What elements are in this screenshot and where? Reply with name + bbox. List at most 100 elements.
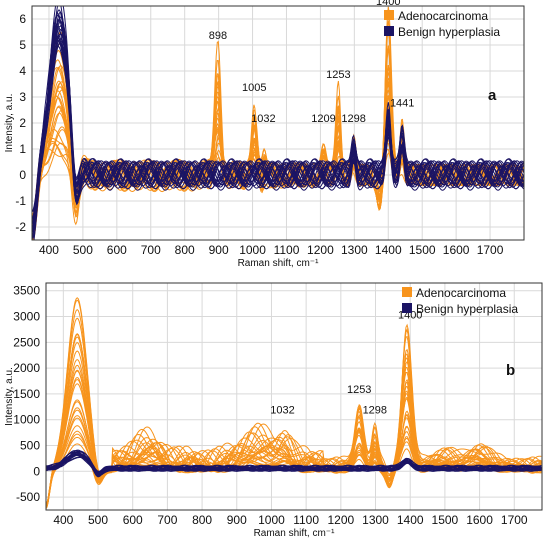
peak-label: 1209 — [311, 113, 335, 125]
panel-b-x-ticks: 400 500 600 700 800 900 1000 1100 1200 1300 1400 15… — [53, 513, 528, 527]
series-adenocarcinoma-line — [46, 376, 542, 509]
series-adenocarcinoma-line — [32, 45, 524, 227]
peak-label: 898 — [209, 30, 227, 42]
series-benign-hyperplasia-line — [46, 453, 542, 473]
series-benign-hyperplasia-line — [32, 11, 524, 224]
panel-a-annotations: 898 1005 1032 1209 1253 1298 1400 1441 — [209, 0, 415, 125]
peak-label: 1253 — [326, 69, 350, 81]
series-adenocarcinoma-line — [32, 30, 524, 223]
legend-label-adenocarcinoma: Adenocarcinoma — [398, 9, 488, 23]
x-tick-label: 700 — [157, 513, 177, 527]
x-tick-label: 1300 — [341, 243, 368, 257]
panel-b-legend: Adenocarcinoma Benign hyperplasia — [402, 286, 518, 316]
series-adenocarcinoma-line — [46, 297, 542, 507]
panel-b: 400 500 600 700 800 900 1000 1100 1200 1300 1400 15… — [4, 282, 543, 539]
panel-b-curves — [46, 297, 542, 509]
y-tick-label: 2500 — [13, 335, 40, 349]
series-benign-hyperplasia-line — [32, 19, 524, 223]
series-benign-hyperplasia-line — [46, 453, 542, 476]
series-adenocarcinoma-line — [46, 333, 542, 506]
x-tick-label: 800 — [175, 243, 195, 257]
x-tick-label: 1100 — [293, 513, 319, 527]
panel-a-frame — [31, 5, 525, 241]
series-adenocarcinoma-line — [32, 89, 524, 223]
panel-a-curves — [32, 6, 524, 240]
peak-label: 1400 — [376, 0, 400, 8]
panel-a-x-axis-label: Raman shift, cm⁻¹ — [238, 258, 320, 269]
series-adenocarcinoma-line — [46, 364, 542, 508]
legend-swatch-benign-hyperplasia — [402, 303, 412, 313]
x-tick-label: 1000 — [239, 243, 266, 257]
x-tick-label: 1600 — [443, 243, 470, 257]
x-tick-label: 1300 — [362, 513, 389, 527]
peak-label: 1298 — [341, 113, 365, 125]
legend-swatch-benign-hyperplasia — [384, 26, 394, 36]
series-benign-hyperplasia-line — [32, 33, 524, 239]
series-adenocarcinoma-line — [32, 49, 524, 216]
series-benign-hyperplasia-line — [32, 6, 524, 232]
series-adenocarcinoma-line — [32, 46, 524, 240]
y-tick-label: -2 — [15, 220, 26, 234]
series-benign-hyperplasia-line — [32, 25, 524, 237]
series-benign-hyperplasia-line — [32, 9, 524, 225]
series-adenocarcinoma-line — [32, 142, 524, 240]
y-tick-label: 0 — [33, 464, 40, 478]
panel-b-x-axis-label: Raman shift, cm⁻¹ — [254, 528, 336, 539]
series-benign-hyperplasia-line — [32, 28, 524, 225]
panel-b-y-axis-label: Intensity, a.u. — [4, 367, 15, 426]
series-benign-hyperplasia-line — [32, 39, 524, 228]
panel-a-y-axis-label: Intensity, a.u. — [4, 94, 15, 153]
x-tick-label: 400 — [39, 243, 59, 257]
series-adenocarcinoma-line — [46, 443, 542, 508]
x-tick-label: 400 — [53, 513, 73, 527]
x-tick-label: 1400 — [375, 243, 402, 257]
peak-label: 1032 — [251, 113, 275, 125]
series-adenocarcinoma-line — [32, 72, 524, 219]
x-tick-label: 500 — [73, 243, 93, 257]
y-tick-label: 500 — [20, 439, 40, 453]
y-tick-label: 2 — [19, 116, 26, 130]
series-adenocarcinoma-line — [32, 45, 524, 226]
x-tick-label: 800 — [192, 513, 212, 527]
x-tick-label: 1100 — [274, 243, 300, 257]
x-tick-label: 1200 — [327, 513, 354, 527]
series-benign-hyperplasia-line — [32, 20, 524, 221]
series-adenocarcinoma-line — [46, 378, 542, 507]
peak-label: 1298 — [363, 405, 387, 417]
x-tick-label: 1600 — [466, 513, 493, 527]
legend-label-adenocarcinoma: Adenocarcinoma — [416, 286, 506, 300]
y-tick-label: 3000 — [13, 310, 40, 324]
series-adenocarcinoma-line — [46, 299, 542, 507]
series-benign-hyperplasia-line — [46, 451, 542, 472]
x-tick-label: 600 — [123, 513, 143, 527]
panel-a-grid — [32, 6, 524, 240]
series-adenocarcinoma-line — [32, 96, 524, 225]
series-adenocarcinoma-line — [46, 308, 542, 508]
y-tick-label: 3500 — [13, 284, 40, 298]
series-benign-hyperplasia-line — [33, 20, 524, 240]
peak-label: 1005 — [242, 82, 266, 94]
series-adenocarcinoma-line — [32, 95, 524, 224]
series-adenocarcinoma-line — [32, 142, 524, 239]
legend-label-benign-hyperplasia: Benign hyperplasia — [398, 25, 500, 39]
series-adenocarcinoma-line — [46, 341, 542, 506]
panel-a-y-ticks: -2 -1 0 1 2 3 4 5 6 — [15, 12, 26, 234]
series-adenocarcinoma-line — [46, 333, 542, 509]
y-tick-label: 1500 — [13, 387, 40, 401]
x-tick-label: 600 — [107, 243, 127, 257]
y-tick-label: 2000 — [13, 361, 40, 375]
panel-a-letter: a — [488, 87, 497, 104]
peak-label: 1441 — [390, 98, 414, 110]
y-tick-label: 1 — [19, 142, 26, 156]
x-tick-label: 700 — [141, 243, 161, 257]
legend-swatch-adenocarcinoma — [402, 287, 412, 297]
y-tick-label: 4 — [19, 64, 26, 78]
x-tick-label: 1200 — [307, 243, 334, 257]
panel-a: 400 500 600 700 800 900 1000 1100 1200 1300 1400 15… — [4, 0, 525, 269]
x-tick-label: 1700 — [477, 243, 504, 257]
x-tick-label: 1400 — [397, 513, 424, 527]
panel-a-x-ticks: 400 500 600 700 800 900 1000 1100 1200 1300 1400 15… — [39, 243, 504, 257]
peak-label: 1253 — [347, 384, 371, 396]
